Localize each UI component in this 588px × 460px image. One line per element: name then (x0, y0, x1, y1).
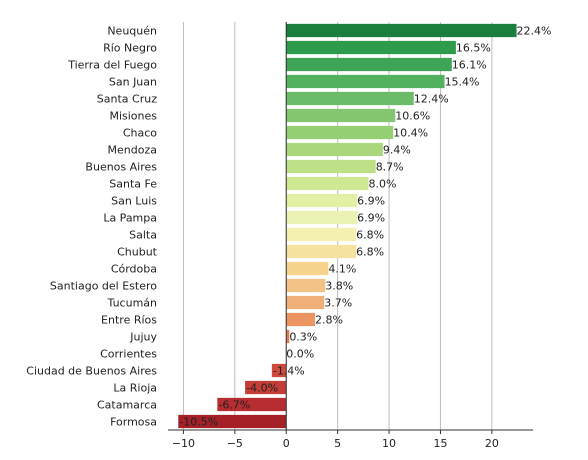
category-label: Córdoba (111, 263, 157, 276)
category-label: Jujuy (129, 331, 157, 344)
value-label: 0.3% (289, 331, 317, 344)
bar (178, 414, 287, 429)
bar (286, 227, 357, 242)
x-tick-label: −10 (172, 437, 195, 450)
category-label: Entre Ríos (101, 314, 157, 327)
value-label: 16.5% (456, 42, 491, 55)
category-label: Ciudad de Buenos Aires (26, 365, 157, 378)
x-tick-label: 15 (433, 437, 447, 450)
value-label: 10.6% (395, 110, 430, 123)
category-label: Río Negro (103, 42, 157, 55)
bar (286, 125, 394, 140)
value-label: 2.8% (315, 314, 343, 327)
value-label: 6.8% (356, 246, 384, 259)
bar (286, 159, 376, 174)
category-label: Corrientes (100, 348, 157, 361)
bar (286, 261, 329, 276)
value-label: 3.7% (324, 297, 352, 310)
bar (286, 329, 290, 344)
bars (178, 23, 517, 429)
category-label: La Pampa (103, 212, 157, 225)
x-tick-label: 10 (382, 437, 396, 450)
axes (168, 22, 533, 431)
value-label: 6.8% (356, 229, 384, 242)
value-label: 22.4% (517, 25, 552, 38)
category-label: Tucumán (107, 297, 157, 310)
category-label: Mendoza (108, 144, 157, 157)
value-label: 0.0% (286, 348, 314, 361)
category-label: Catamarca (97, 399, 157, 412)
category-label: Misiones (109, 110, 157, 123)
category-label: Buenos Aires (85, 161, 157, 174)
bar (286, 108, 396, 123)
value-label: 10.4% (393, 127, 428, 140)
category-label: Chaco (123, 127, 157, 140)
bar (217, 397, 287, 412)
category-label: Salta (129, 229, 157, 242)
value-label: -10.5% (179, 416, 218, 429)
category-label: Chubut (117, 246, 158, 259)
value-label: -4.0% (246, 382, 278, 395)
x-tick-label: 20 (485, 437, 499, 450)
value-label: -1.4% (273, 365, 305, 378)
category-labels: Neuquén Río Negro Tierra del Fuego San Juan… (26, 25, 157, 429)
bar (286, 193, 358, 208)
value-label: 12.4% (414, 93, 449, 106)
value-label: 3.8% (325, 280, 353, 293)
bar (286, 142, 383, 157)
x-tick-label: 0 (283, 437, 290, 450)
bar (286, 295, 325, 310)
value-labels: 22.4% 16.5% 16.1% 15.4% 12.4% 10.6% 10.4% 9.4% 8… (179, 25, 551, 429)
value-label: 4.1% (328, 263, 356, 276)
value-label: 15.4% (445, 76, 480, 89)
value-label: 16.1% (452, 59, 487, 72)
bar (286, 244, 357, 259)
category-label: Formosa (110, 416, 157, 429)
x-tick-label: −5 (227, 437, 243, 450)
bar (245, 380, 287, 395)
value-label: 6.9% (357, 212, 385, 225)
value-label: 6.9% (357, 195, 385, 208)
bar (286, 176, 369, 191)
x-tick-labels: −10 −5 0 5 10 15 20 (172, 430, 499, 450)
category-label: Tierra del Fuego (67, 59, 157, 72)
category-label: Santa Fe (109, 178, 157, 191)
category-label: La Rioja (113, 382, 157, 395)
bar (286, 91, 414, 106)
value-label: -6.7% (218, 399, 250, 412)
bar (286, 40, 456, 55)
value-label: 8.0% (368, 178, 396, 191)
bar (286, 74, 445, 89)
category-label: San Luis (111, 195, 157, 208)
bar (286, 278, 326, 293)
x-tick-label: 5 (334, 437, 341, 450)
category-label: Santiago del Estero (50, 280, 157, 293)
bar (286, 312, 316, 327)
category-label: Santa Cruz (97, 93, 157, 106)
category-label: San Juan (109, 76, 157, 89)
bar (286, 210, 358, 225)
bar (286, 57, 452, 72)
category-label: Neuquén (107, 25, 157, 38)
value-label: 9.4% (383, 144, 411, 157)
value-label: 8.7% (376, 161, 404, 174)
bar (286, 23, 517, 38)
bar (271, 363, 287, 378)
